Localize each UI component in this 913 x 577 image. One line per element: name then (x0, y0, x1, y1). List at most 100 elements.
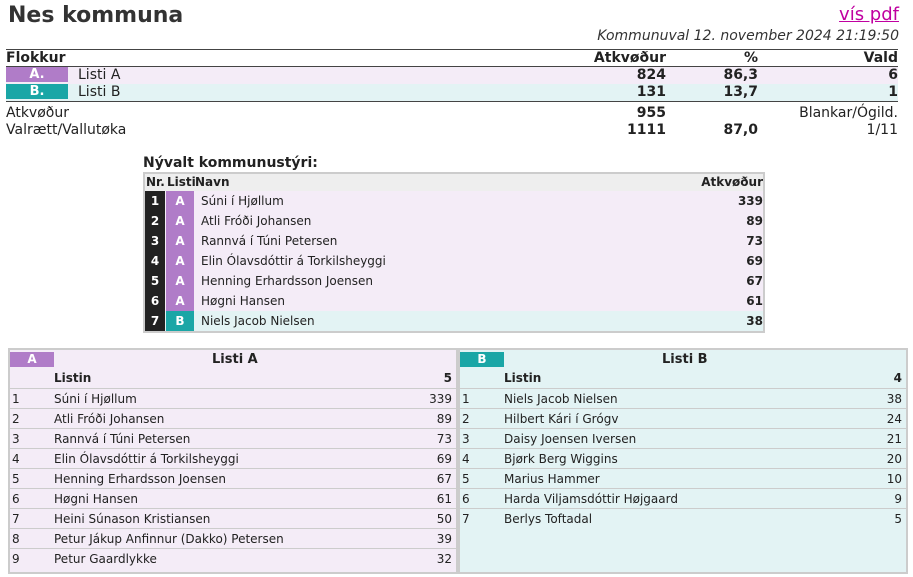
party-row-b: B. Listi B 131 13,7 1 (6, 84, 898, 101)
member-votes: 339 (737, 194, 763, 208)
candidate-number: 4 (462, 452, 470, 466)
candidate-votes: 89 (436, 412, 452, 426)
candidate-row: 5 Marius Hammer 10 (460, 468, 906, 489)
candidate-row: 9 Petur Gaardlykke 32 (10, 548, 456, 569)
election-subtitle: Kommunuval 12. november 2024 21:19:50 (597, 28, 899, 44)
electorate-value: 1111 (627, 122, 666, 138)
candidate-name: Heini Súnason Kristiansen (54, 512, 211, 526)
member-name: Elin Ólavsdóttir á Torkilsheyggi (201, 254, 386, 268)
list-summary-value: 5 (443, 371, 452, 385)
member-nr: 1 (145, 191, 165, 211)
turnout-value: 87,0 (723, 122, 758, 138)
candidate-name: Henning Erhardsson Joensen (54, 472, 226, 486)
council-member-row: 5 A Henning Erhardsson Joensen 67 (145, 271, 763, 291)
candidate-row: 2 Atli Fróði Johansen 89 (10, 408, 456, 429)
candidate-votes: 5 (894, 512, 902, 526)
party-seats: 1 (888, 84, 898, 100)
total-votes-label: Atkvøður (6, 105, 69, 121)
candidate-row: 1 Niels Jacob Nielsen 38 (460, 388, 906, 409)
list-title: Listi A (212, 352, 258, 367)
candidate-row: 2 Hilbert Kári í Grógv 24 (460, 408, 906, 429)
council-header-row: Nr. Listi Navn Atkvøður (145, 174, 763, 191)
candidate-number: 2 (12, 412, 20, 426)
candidate-row: 5 Henning Erhardsson Joensen 67 (10, 468, 456, 489)
list-panel-a: A Listi A Listin 5 1 Súni í Hjøllum 339 2 Atli F… (8, 348, 458, 574)
party-badge: A. (6, 67, 68, 82)
candidate-number: 8 (12, 532, 20, 546)
member-nr: 5 (145, 271, 165, 291)
col-nr: Nr. (146, 175, 165, 189)
member-list-badge: A (166, 211, 194, 231)
candidate-name: Rannvá í Túni Petersen (54, 432, 191, 446)
member-nr: 6 (145, 291, 165, 311)
council-member-row: 6 A Høgni Hansen 61 (145, 291, 763, 311)
electorate-label: Valrætt/Vallutøka (6, 122, 127, 138)
list-summary-row: Listin 4 (460, 368, 906, 388)
col-pct: % (743, 50, 758, 66)
council-table: Nr. Listi Navn Atkvøður 1 A Súni í Hjøllum… (143, 172, 765, 333)
council-member-row: 2 A Atli Fróði Johansen 89 (145, 211, 763, 231)
list-badge: A (10, 352, 54, 367)
candidate-name: Niels Jacob Nielsen (504, 392, 618, 406)
member-name: Rannvá í Túni Petersen (201, 234, 338, 248)
member-votes: 89 (746, 214, 763, 228)
candidate-votes: 32 (436, 552, 452, 566)
member-nr: 7 (145, 311, 165, 331)
party-badge: B. (6, 84, 68, 99)
list-summary-label: Listin (504, 371, 542, 385)
party-seats: 6 (888, 67, 898, 83)
col-votes: Atkvøður (593, 50, 666, 66)
member-votes: 73 (746, 234, 763, 248)
pdf-link[interactable]: vís pdf (839, 4, 899, 25)
member-list-badge: A (166, 191, 194, 211)
party-row-a: A. Listi A 824 86,3 6 (6, 67, 898, 84)
council-member-row: 1 A Súni í Hjøllum 339 (145, 191, 763, 211)
candidate-name: Hilbert Kári í Grógv (504, 412, 619, 426)
candidate-number: 6 (462, 492, 470, 506)
col-name: Navn (195, 175, 230, 189)
candidate-name: Marius Hammer (504, 472, 600, 486)
candidate-row: 3 Rannvá í Túni Petersen 73 (10, 428, 456, 449)
candidate-row: 6 Harda Viljamsdóttir Højgaard 9 (460, 488, 906, 509)
totals-row: Atkvøður 955 Blankar/Ógild. (6, 105, 898, 122)
candidate-votes: 61 (436, 492, 452, 506)
candidate-name: Daisy Joensen Iversen (504, 432, 637, 446)
member-list-badge: B (166, 311, 194, 331)
candidate-number: 5 (12, 472, 20, 486)
member-name: Høgni Hansen (201, 294, 285, 308)
page-title: Nes kommuna (8, 3, 184, 28)
member-nr: 3 (145, 231, 165, 251)
council-member-row: 7 B Niels Jacob Nielsen 38 (145, 311, 763, 331)
candidate-votes: 67 (436, 472, 452, 486)
total-votes: 955 (636, 105, 666, 121)
candidate-row: 6 Høgni Hansen 61 (10, 488, 456, 509)
member-votes: 38 (746, 314, 763, 328)
candidate-row: 4 Bjørk Berg Wiggins 20 (460, 448, 906, 469)
candidate-votes: 24 (886, 412, 902, 426)
candidate-votes: 10 (886, 472, 902, 486)
member-votes: 69 (746, 254, 763, 268)
candidate-name: Høgni Hansen (54, 492, 138, 506)
candidate-row: 7 Heini Súnason Kristiansen 50 (10, 508, 456, 529)
electorate-row: Valrætt/Vallutøka 1111 87,0 1/11 (6, 122, 898, 139)
candidate-votes: 20 (886, 452, 902, 466)
member-name: Atli Fróði Johansen (201, 214, 312, 228)
col-seats: Vald (863, 50, 898, 66)
candidate-number: 5 (462, 472, 470, 486)
candidate-name: Berlys Toftadal (504, 512, 593, 526)
member-list-badge: A (166, 231, 194, 251)
candidate-votes: 9 (894, 492, 902, 506)
member-list-badge: A (166, 291, 194, 311)
member-nr: 2 (145, 211, 165, 231)
candidate-name: Atli Fróði Johansen (54, 412, 165, 426)
candidate-number: 9 (12, 552, 20, 566)
candidate-name: Harda Viljamsdóttir Højgaard (504, 492, 678, 506)
candidate-row: 1 Súni í Hjøllum 339 (10, 388, 456, 409)
col-list: Listi (167, 175, 196, 189)
candidate-name: Súni í Hjøllum (54, 392, 137, 406)
member-votes: 61 (746, 294, 763, 308)
candidate-number: 3 (462, 432, 470, 446)
col-votes: Atkvøður (701, 175, 763, 189)
candidate-votes: 39 (436, 532, 452, 546)
candidate-number: 6 (12, 492, 20, 506)
